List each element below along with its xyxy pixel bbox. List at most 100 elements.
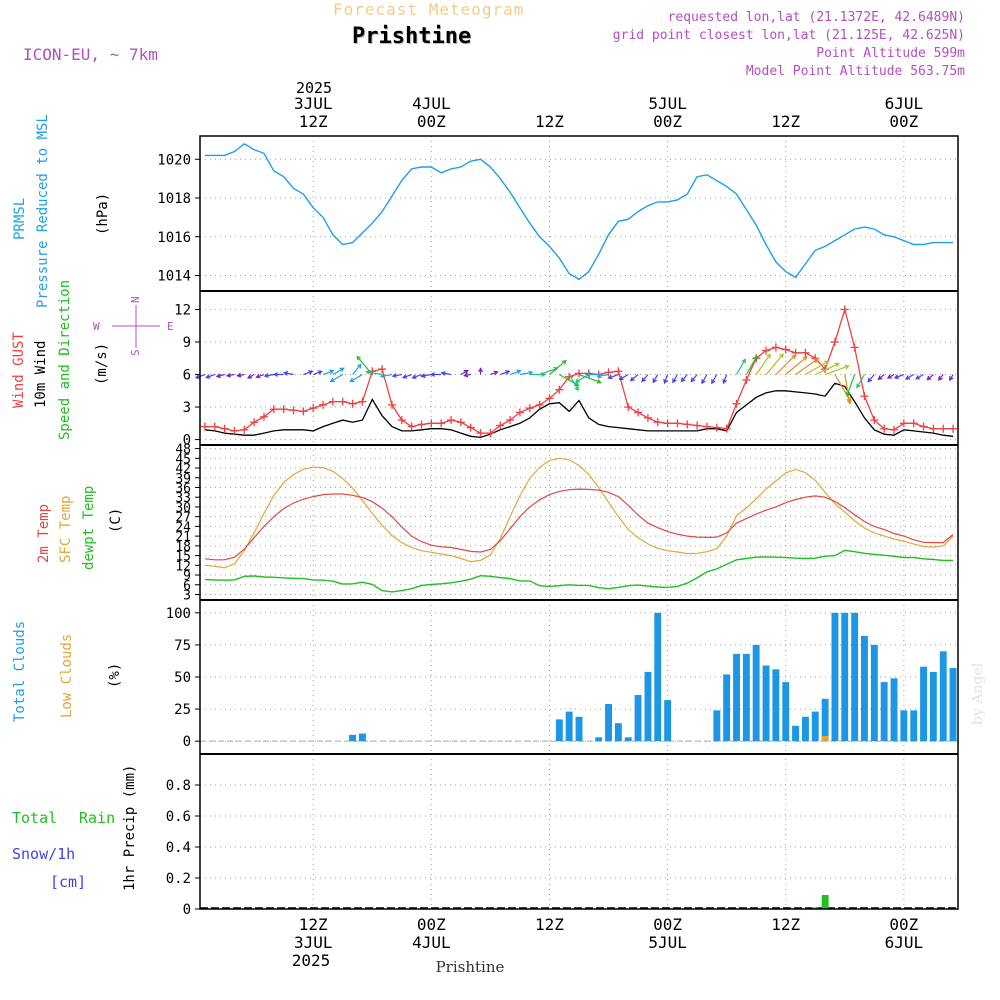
wind-dir-label: Speed and Direction (57, 280, 73, 440)
wind-10m-label: 10m Wind (33, 341, 49, 408)
bottom-date-label: 3JUL (294, 933, 333, 952)
bottom-hour-label: 12Z (535, 915, 564, 934)
wind-arrow-head (205, 374, 211, 379)
top-hour-label: 12Z (771, 112, 800, 131)
total-cloud-bar (713, 710, 721, 742)
total-cloud-bar (821, 698, 829, 742)
ytick-label: 12 (174, 302, 191, 318)
ytick-label: 24 (175, 520, 191, 535)
total-cloud-bar (614, 723, 622, 742)
wind-arrow-head (574, 386, 579, 392)
wind-arrow (381, 373, 393, 378)
wind-arrow-head (349, 377, 355, 383)
wind-arrow-head (263, 373, 269, 378)
total-cloud-bar (752, 644, 760, 742)
wind-arrow (856, 374, 866, 388)
temp-unit-label: (C) (108, 508, 124, 533)
low-clouds-label: Low Clouds (59, 634, 75, 718)
ytick-label: 1016 (157, 230, 191, 246)
wind-arrow-head (247, 374, 253, 379)
temp-2m-line (204, 488, 954, 561)
plot-frame (199, 135, 959, 910)
total-clouds-label: Total Clouds (12, 621, 28, 722)
ytick-label: 36 (175, 481, 191, 496)
prmsl-label: PRMSL (12, 198, 28, 240)
wind-arrow-head (824, 360, 830, 366)
total-cloud-bar (880, 682, 888, 742)
sfc-temp-line (204, 457, 954, 569)
wind-arrow (672, 374, 678, 383)
wind-arrow (765, 353, 784, 375)
wind-arrow-head (236, 372, 242, 378)
wind-arrow (834, 374, 851, 402)
requested-coords: requested lon,lat (21.1372E, 42.6489N) (667, 10, 965, 25)
top-date-label: 5JUL (648, 94, 687, 113)
ytick-label: 6 (183, 368, 191, 384)
ytick-label: 1018 (157, 191, 191, 207)
ytick-label: 21 (175, 530, 191, 545)
wind-arrow-head (926, 375, 932, 381)
snow-label-2: [cm] (50, 873, 86, 891)
wind-arrow-head (937, 375, 943, 381)
wind-arrow (846, 374, 856, 396)
wind-arrow (926, 374, 934, 381)
low-cloud-bar (821, 736, 829, 742)
wind-arrow (711, 374, 718, 384)
total-cloud-bar (723, 674, 731, 742)
compass-n: N (129, 296, 142, 303)
wind-arrow-head (680, 377, 686, 383)
ytick-label: 39 (175, 472, 191, 487)
ytick-label: 25 (174, 702, 191, 718)
wind-arrow (690, 374, 698, 382)
compass-e: E (167, 320, 174, 333)
wind-arrow (735, 359, 746, 375)
wind-arrow (775, 354, 796, 375)
top-date-label: 3JUL (294, 94, 333, 113)
ytick-label: 9 (183, 335, 191, 351)
ytick-label: 3 (183, 400, 191, 416)
total-cloud-bar (624, 737, 632, 742)
wind-arrow (421, 373, 432, 377)
model-altitude: Model Point Altitude 563.75m (745, 64, 965, 79)
bottom-hour-label: 12Z (771, 915, 800, 934)
wind-arrow-head (402, 374, 408, 379)
ytick-label: 0.8 (166, 778, 191, 794)
wind-arrow (844, 374, 851, 404)
wind-arrow-head (791, 354, 797, 360)
prmsl-desc-label: Pressure Reduced to MSL (35, 114, 51, 308)
wind-arrow (441, 372, 452, 376)
ytick-label: 6 (183, 579, 191, 594)
wind-arrow-head (846, 399, 852, 405)
wind-arrow (303, 370, 313, 376)
wind-arrow-head (339, 367, 345, 373)
wind-arrow (412, 373, 422, 379)
wind-arrow-head (753, 355, 758, 361)
total-cloud-bar (870, 644, 878, 742)
wind-arrow (206, 373, 215, 379)
total-cloud-bar (349, 734, 356, 742)
wind-arrow-head (596, 379, 602, 384)
wind-arrow-head (596, 373, 602, 379)
wind-arrow-head (856, 383, 861, 389)
total-cloud-bar (664, 700, 672, 742)
wind-arrow (264, 373, 274, 377)
wind-arrow-head (845, 391, 851, 397)
wind-arrow-head (420, 373, 426, 379)
data-layer (194, 142, 958, 909)
total-cloud-bar (644, 671, 652, 742)
wind-arrow (350, 373, 363, 383)
wind-arrow (313, 370, 322, 376)
ytick-label: 0.4 (166, 840, 191, 856)
wind-arrow-head (255, 373, 261, 379)
total-cloud-bar (762, 665, 770, 742)
total-cloud-bar (831, 612, 839, 742)
wind-arrow (619, 373, 629, 381)
total-cloud-bar (605, 704, 612, 742)
wind-arrow (366, 371, 383, 376)
wind-arrow-head (429, 372, 435, 377)
wind-arrow (663, 374, 669, 384)
model-name: ICON-EU, ~ 7km (23, 45, 158, 64)
wind-arrow-head (411, 374, 417, 379)
compass-s: S (129, 349, 142, 356)
wind-arrow (867, 374, 875, 383)
